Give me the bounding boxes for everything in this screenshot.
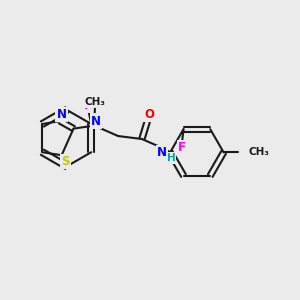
Text: F: F — [178, 141, 186, 154]
Text: O: O — [144, 108, 154, 121]
Text: N: N — [91, 115, 101, 128]
Text: S: S — [61, 155, 70, 168]
Text: CH₃: CH₃ — [249, 147, 270, 158]
Text: F: F — [84, 99, 92, 112]
Text: CH₃: CH₃ — [84, 98, 105, 107]
Text: H: H — [167, 153, 176, 163]
Text: N: N — [57, 108, 67, 121]
Text: N: N — [157, 146, 167, 159]
